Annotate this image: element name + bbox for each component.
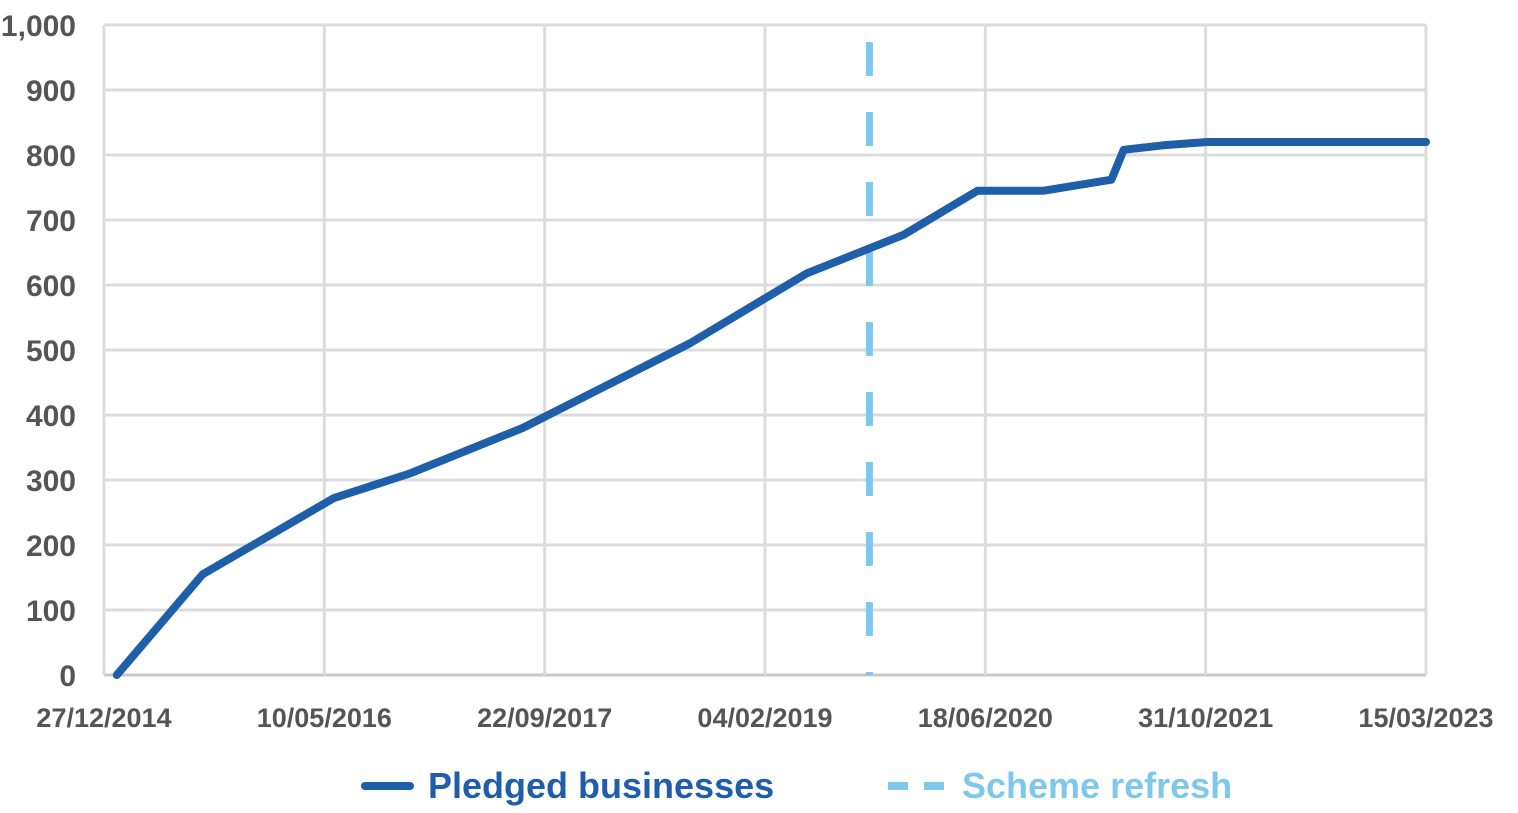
x-tick-label: 22/09/2017: [477, 703, 612, 733]
y-tick-label: 300: [26, 465, 76, 498]
y-tick-label: 200: [26, 530, 76, 563]
y-tick-label: 900: [26, 75, 76, 108]
legend-label-scheme-refresh: Scheme refresh: [962, 765, 1232, 806]
y-tick-label: 0: [59, 660, 76, 693]
chart-marks: [112, 42, 1430, 679]
y-tick-label: 100: [26, 595, 76, 628]
y-tick-label: 400: [26, 400, 76, 433]
legend-label-pledged-businesses: Pledged businesses: [428, 765, 774, 806]
x-tick-label: 15/03/2023: [1358, 703, 1493, 733]
x-tick-label: 27/12/2014: [36, 703, 171, 733]
y-tick-label: 500: [26, 335, 76, 368]
x-tick-label: 10/05/2016: [257, 703, 392, 733]
x-tick-label: 04/02/2019: [697, 703, 832, 733]
legend: Pledged businesses Scheme refresh: [361, 765, 1232, 806]
series-line-pledged-businesses: [112, 138, 1430, 679]
x-tick-label: 18/06/2020: [918, 703, 1053, 733]
x-axis-ticks: 27/12/2014 10/05/2016 22/09/2017 04/02/2019…: [36, 703, 1493, 733]
grid-lines: [102, 23, 1428, 677]
y-axis-ticks: 0 100 200 300 400 500 600 700 800 900 1,000: [1, 10, 76, 693]
y-tick-label: 700: [26, 205, 76, 238]
y-tick-label: 1,000: [1, 10, 76, 43]
y-tick-label: 600: [26, 270, 76, 303]
y-tick-label: 800: [26, 140, 76, 173]
x-tick-label: 31/10/2021: [1138, 703, 1273, 733]
